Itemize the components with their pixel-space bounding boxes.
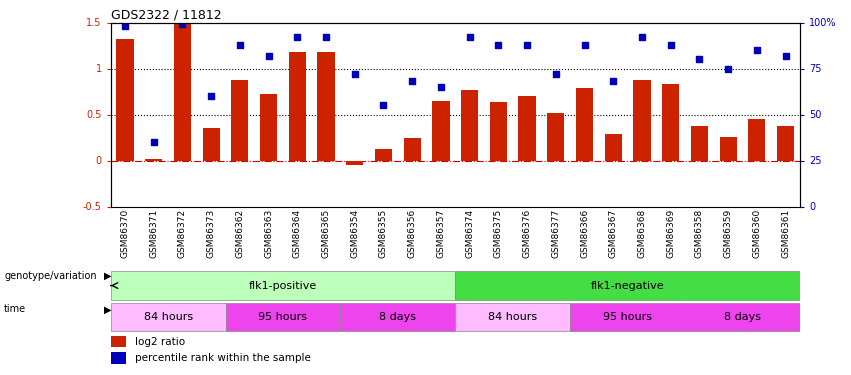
Text: GSM86357: GSM86357 [437, 209, 445, 258]
Bar [685, 303, 800, 332]
Text: GSM86356: GSM86356 [408, 209, 417, 258]
Text: GSM86358: GSM86358 [695, 209, 704, 258]
Text: GSM86362: GSM86362 [236, 209, 244, 258]
Bar [403, 138, 420, 160]
Text: 95 hours: 95 hours [259, 312, 307, 322]
Point [319, 34, 333, 40]
Text: GSM86365: GSM86365 [322, 209, 330, 258]
Bar [662, 84, 679, 160]
Point [607, 78, 620, 84]
Point [377, 102, 391, 108]
Text: 95 hours: 95 hours [603, 312, 652, 322]
Text: log2 ratio: log2 ratio [134, 337, 185, 346]
Text: GSM86354: GSM86354 [351, 209, 359, 258]
Bar [719, 136, 737, 160]
Point [348, 71, 362, 77]
Bar [777, 126, 794, 160]
Bar [461, 90, 478, 160]
Point [290, 34, 304, 40]
Bar [518, 96, 536, 160]
Text: GSM86361: GSM86361 [781, 209, 790, 258]
Bar [117, 39, 134, 160]
Bar [288, 52, 306, 160]
Text: 84 hours: 84 hours [144, 312, 192, 322]
Point [147, 139, 161, 145]
Point [635, 34, 648, 40]
Bar [111, 336, 126, 348]
Text: GSM86371: GSM86371 [149, 209, 158, 258]
Point [463, 34, 477, 40]
Bar [111, 352, 126, 364]
Text: GSM86367: GSM86367 [608, 209, 618, 258]
Bar [691, 126, 708, 160]
Point [549, 71, 563, 77]
Text: GSM86368: GSM86368 [637, 209, 647, 258]
Text: GSM86364: GSM86364 [293, 209, 302, 258]
Bar [455, 272, 800, 300]
Text: GSM86360: GSM86360 [752, 209, 762, 258]
Point [118, 23, 132, 29]
Point [434, 84, 448, 90]
Point [722, 66, 735, 72]
Bar [340, 303, 455, 332]
Point [175, 21, 189, 27]
Text: GSM86377: GSM86377 [551, 209, 560, 258]
Text: ▶: ▶ [104, 271, 111, 280]
Text: GSM86359: GSM86359 [723, 209, 733, 258]
Bar [174, 24, 191, 160]
Bar [231, 81, 248, 160]
Bar [604, 134, 622, 160]
Bar [455, 303, 570, 332]
Bar [570, 303, 685, 332]
Point [520, 42, 534, 48]
Point [664, 42, 677, 48]
Text: time: time [4, 304, 26, 314]
Text: genotype/variation: genotype/variation [4, 271, 97, 280]
Text: flk1-positive: flk1-positive [248, 280, 317, 291]
Bar [111, 272, 455, 300]
Bar [145, 159, 163, 160]
Bar [374, 148, 392, 160]
Text: GSM86374: GSM86374 [465, 209, 474, 258]
Bar [633, 80, 650, 160]
Text: GSM86372: GSM86372 [178, 209, 187, 258]
Text: GSM86366: GSM86366 [580, 209, 589, 258]
Bar [490, 102, 507, 160]
Point [233, 42, 247, 48]
Text: GSM86375: GSM86375 [494, 209, 503, 258]
Text: 84 hours: 84 hours [488, 312, 537, 322]
Text: 8 days: 8 days [380, 312, 416, 322]
Text: ▶: ▶ [104, 304, 111, 314]
Text: GSM86373: GSM86373 [207, 209, 215, 258]
Text: percentile rank within the sample: percentile rank within the sample [134, 353, 311, 363]
Bar [748, 119, 765, 160]
Bar [203, 128, 220, 160]
Bar [317, 52, 334, 160]
Text: flk1-negative: flk1-negative [591, 280, 665, 291]
Text: 8 days: 8 days [724, 312, 761, 322]
Point [405, 78, 419, 84]
Text: GSM86355: GSM86355 [379, 209, 388, 258]
Text: GSM86376: GSM86376 [523, 209, 532, 258]
Bar [547, 112, 564, 160]
Bar [346, 160, 363, 165]
Point [204, 93, 218, 99]
Point [492, 42, 505, 48]
Point [750, 47, 763, 53]
Bar [260, 94, 277, 160]
Bar [432, 101, 449, 160]
Text: GSM86369: GSM86369 [666, 209, 675, 258]
Text: GSM86363: GSM86363 [264, 209, 273, 258]
Text: GDS2322 / 11812: GDS2322 / 11812 [111, 8, 221, 21]
Bar [111, 303, 226, 332]
Bar [226, 303, 340, 332]
Point [262, 53, 276, 58]
Point [578, 42, 591, 48]
Text: GSM86370: GSM86370 [121, 209, 129, 258]
Point [693, 56, 706, 62]
Point [779, 53, 792, 58]
Bar [576, 88, 593, 160]
